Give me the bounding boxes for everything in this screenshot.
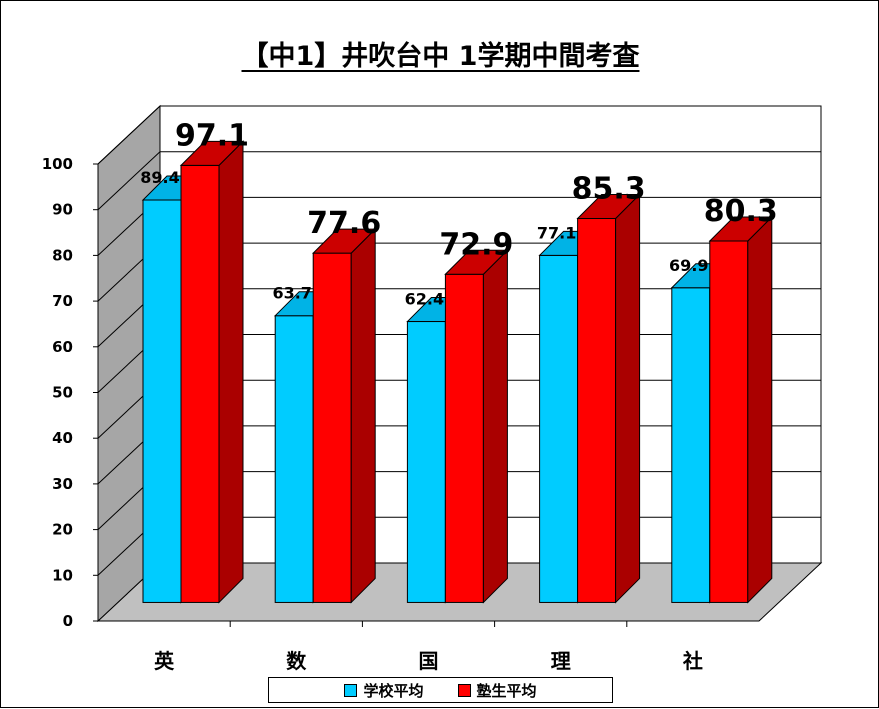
y-tick-label-60: 60 — [52, 338, 73, 356]
bar-front — [142, 199, 182, 603]
legend-label-juku: 塾生平均 — [476, 681, 537, 700]
y-tick-label-80: 80 — [52, 246, 73, 264]
bar-side — [747, 215, 773, 604]
bar-front — [539, 254, 579, 603]
legend-swatch-school — [344, 683, 358, 697]
chart-legend: 学校平均 塾生平均 — [268, 677, 613, 703]
y-tick-label-20: 20 — [52, 521, 73, 539]
data-label-juku-1: 77.6 — [307, 206, 381, 241]
bar-front — [274, 315, 314, 603]
data-label-school-0: 89.4 — [140, 168, 179, 187]
bar-front — [671, 287, 711, 603]
x-axis-categories: 英数国理社 — [154, 649, 703, 673]
bar-front — [406, 321, 446, 603]
data-label-school-1: 63.7 — [272, 284, 311, 303]
x-category-label-2: 国 — [419, 649, 439, 673]
bar-top — [708, 216, 774, 242]
bar-top — [444, 249, 509, 275]
data-label-school-4: 69.9 — [669, 256, 708, 275]
data-label-juku-4: 80.3 — [704, 194, 778, 229]
data-label-juku-0: 97.1 — [175, 118, 249, 153]
legend-item-school: 学校平均 — [344, 680, 424, 701]
bar-front — [180, 164, 220, 603]
y-tick-label-90: 90 — [52, 201, 73, 219]
legend-label-school: 学校平均 — [363, 681, 424, 700]
bar-juku-0 — [179, 140, 245, 604]
gridline-100 — [97, 105, 821, 165]
data-labels: 89.4 97.1 63.7 77.6 62.4 72.9 77.1 85.3 69.9 80.3 — [140, 118, 778, 308]
y-tick-label-40: 40 — [52, 429, 73, 447]
y-tick-label-50: 50 — [52, 384, 73, 402]
y-axis-ticks: 0 10 20 30 40 50 60 70 80 90 100 — [42, 155, 98, 630]
x-category-label-0: 英 — [154, 649, 175, 673]
bar-front — [709, 240, 749, 603]
bar-juku-1 — [311, 227, 377, 604]
bar-juku-4 — [708, 215, 774, 604]
y-tick-label-10: 10 — [52, 566, 73, 584]
bar-side — [218, 140, 244, 604]
bar-top — [576, 193, 641, 219]
gridline-90 — [97, 151, 821, 211]
data-label-juku-3: 85.3 — [572, 171, 646, 206]
y-tick-label-0: 0 — [63, 612, 73, 630]
bar-front — [444, 273, 484, 603]
x-category-label-4: 社 — [682, 649, 703, 673]
bar-top — [179, 140, 245, 166]
bar-juku-2 — [444, 249, 509, 604]
bar-side — [615, 193, 641, 604]
data-label-school-2: 62.4 — [405, 290, 444, 309]
x-category-label-1: 数 — [286, 649, 307, 673]
y-tick-label-100: 100 — [42, 155, 73, 173]
data-label-juku-2: 72.9 — [439, 227, 513, 262]
bar-side — [482, 249, 508, 604]
y-tick-label-70: 70 — [52, 292, 73, 310]
legend-swatch-juku — [457, 683, 471, 697]
chart-title: 【中1】井吹台中 1学期中間考査 — [241, 41, 640, 72]
x-category-label-3: 理 — [551, 649, 571, 673]
bar-juku-3 — [576, 193, 641, 604]
bar-top — [311, 228, 377, 254]
bar-side — [350, 227, 376, 604]
y-tick-label-30: 30 — [52, 475, 73, 493]
bar-front — [577, 217, 617, 603]
bar-front — [312, 252, 352, 603]
chart-bars — [141, 140, 774, 604]
legend-item-juku: 塾生平均 — [457, 680, 537, 701]
data-label-school-3: 77.1 — [537, 223, 576, 242]
